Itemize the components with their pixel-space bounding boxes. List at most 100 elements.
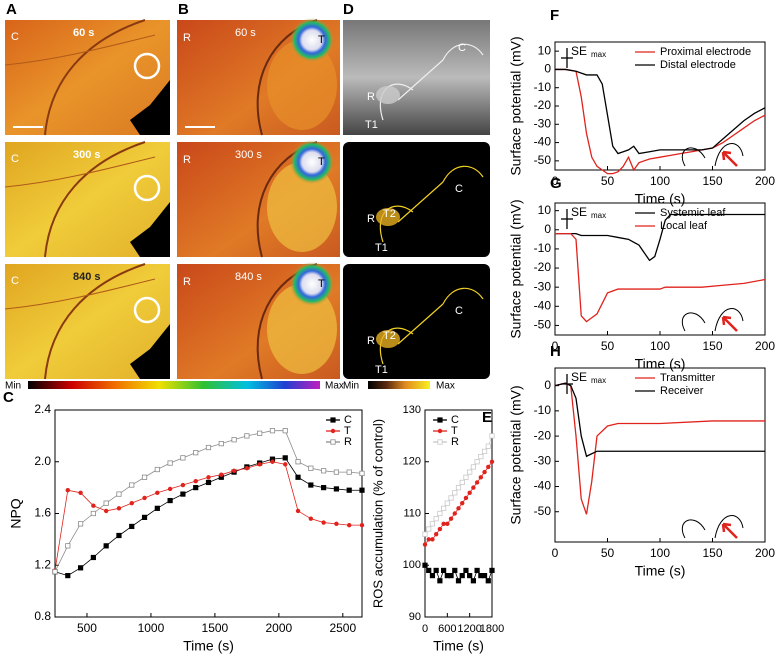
data-point: [433, 532, 439, 537]
data-point: [485, 443, 491, 449]
y-tick-label: 90: [409, 611, 421, 623]
data-point: [467, 573, 473, 579]
data-point: [437, 578, 443, 584]
data-point: [129, 500, 134, 506]
annotation: SE: [571, 205, 587, 219]
data-point: [218, 441, 224, 447]
panel-letter: A: [6, 1, 17, 18]
y-tick-label: 130: [403, 404, 421, 416]
data-point: [433, 567, 439, 574]
x-axis-label: Time (s): [635, 356, 686, 372]
y-tick-label: -40: [534, 479, 552, 493]
frame-time: 60 s: [73, 27, 94, 39]
data-point: [455, 578, 462, 584]
series-line: [555, 232, 766, 323]
data-point: [65, 488, 70, 493]
data-point: [456, 506, 461, 511]
data-point: [308, 482, 314, 488]
x-tick-label: 1000: [138, 621, 165, 635]
data-point: [78, 490, 83, 495]
data-point: [459, 573, 465, 579]
x-tick-label: 200: [755, 546, 775, 560]
chart: C 0.8 1.2 1.6 2.0 2.4 500 1000 1500 2000 2500 Time …: [3, 389, 365, 654]
data-point: [91, 503, 96, 508]
data-point: [474, 459, 480, 465]
leaf-glow: [267, 284, 337, 374]
plant-sketch: [682, 308, 744, 332]
legend-marker: [330, 439, 336, 445]
x-tick-label: 600: [438, 623, 456, 635]
x-tick-label: 50: [601, 546, 615, 560]
data-point: [482, 469, 487, 475]
plant-label: T1: [375, 242, 388, 254]
data-point: [282, 455, 288, 461]
data-point: [470, 464, 476, 470]
data-point: [445, 521, 450, 527]
data-point: [129, 482, 135, 488]
data-point: [346, 487, 352, 493]
wound-site: [290, 140, 334, 184]
data-point: [467, 469, 473, 475]
leaf-edge: [44, 263, 146, 380]
data-point: [141, 474, 148, 480]
plant-label: T2: [383, 330, 396, 342]
plant-label: T1: [365, 119, 378, 131]
frame-time: 300 s: [235, 149, 262, 161]
legend-label: R: [344, 436, 352, 448]
annotation-subscript: max: [591, 50, 606, 59]
y-tick-label: -50: [534, 153, 552, 167]
data-point: [448, 573, 454, 579]
x-axis-label: Time (s): [183, 638, 234, 654]
data-point: [295, 508, 301, 514]
data-point: [430, 537, 435, 542]
data-point: [219, 472, 224, 477]
data-point: [193, 450, 199, 456]
plant-label: R: [367, 91, 375, 103]
x-tick-label: 1500: [202, 621, 229, 635]
data-point: [486, 464, 491, 470]
y-tick-label: -40: [534, 135, 552, 149]
legend-marker: [437, 417, 443, 423]
data-point: [455, 485, 462, 491]
data-point: [295, 474, 301, 480]
legend-label: Proximal electrode: [660, 46, 751, 58]
scale-max: Max: [325, 381, 344, 392]
data-point: [463, 567, 469, 574]
frame-marker: R: [183, 154, 191, 166]
wound-site: [290, 18, 334, 62]
scale-min: Min: [5, 381, 21, 392]
data-point: [103, 500, 109, 506]
background: [130, 324, 170, 379]
y-tick-label: 100: [403, 559, 421, 571]
data-point: [206, 475, 211, 480]
x-tick-label: 0: [552, 339, 559, 353]
y-tick-label: 2.4: [34, 402, 51, 416]
panel-letter: C: [3, 389, 14, 406]
data-point: [257, 462, 262, 467]
annotation: SE: [571, 370, 587, 384]
frame-time: 60 s: [235, 27, 256, 39]
legend-label: T: [344, 425, 351, 437]
data-point: [193, 478, 198, 484]
data-point: [321, 520, 326, 525]
y-tick-label: 0: [544, 62, 551, 76]
x-tick-label: 1200: [457, 623, 481, 635]
data-point: [193, 485, 199, 491]
y-tick-label: 0: [544, 222, 551, 236]
data-point: [282, 428, 288, 434]
data-point: [489, 567, 495, 574]
image-frame: C R T2 T1: [343, 264, 490, 379]
background: [130, 202, 170, 257]
data-point: [321, 468, 327, 474]
data-point: [167, 486, 173, 492]
panel-letter: D: [343, 1, 354, 18]
x-tick-label: 0: [552, 174, 559, 188]
series-line: [554, 382, 765, 458]
data-point: [77, 521, 84, 527]
data-point: [448, 495, 454, 501]
x-tick-label: 2500: [329, 621, 356, 635]
leaf-glow: [267, 40, 337, 130]
x-tick-label: 100: [650, 174, 670, 188]
annotation-subscript: max: [591, 376, 606, 385]
data-point: [155, 490, 160, 495]
